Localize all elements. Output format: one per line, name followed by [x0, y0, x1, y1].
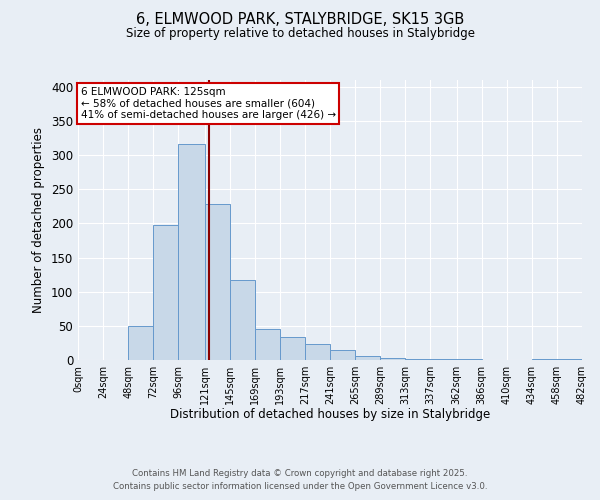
Text: 6 ELMWOOD PARK: 125sqm
← 58% of detached houses are smaller (604)
41% of semi-de: 6 ELMWOOD PARK: 125sqm ← 58% of detached… [80, 87, 335, 120]
Bar [153, 226, 178, 360]
Text: Contains public sector information licensed under the Open Government Licence v3: Contains public sector information licen… [113, 482, 487, 491]
Bar [178, 144, 205, 360]
Y-axis label: Number of detached properties: Number of detached properties [32, 127, 46, 313]
Text: Size of property relative to detached houses in Stalybridge: Size of property relative to detached ho… [125, 28, 475, 40]
X-axis label: Distribution of detached houses by size in Stalybridge: Distribution of detached houses by size … [170, 408, 490, 422]
Bar [128, 326, 153, 360]
Bar [230, 280, 255, 360]
Text: 6, ELMWOOD PARK, STALYBRIDGE, SK15 3GB: 6, ELMWOOD PARK, STALYBRIDGE, SK15 3GB [136, 12, 464, 28]
Bar [280, 338, 305, 360]
Bar [330, 350, 355, 360]
Text: Contains HM Land Registry data © Crown copyright and database right 2025.: Contains HM Land Registry data © Crown c… [132, 468, 468, 477]
Bar [255, 330, 280, 360]
Bar [205, 204, 230, 360]
Bar [355, 356, 380, 360]
Bar [405, 358, 430, 360]
Bar [380, 358, 405, 360]
Bar [305, 344, 330, 360]
